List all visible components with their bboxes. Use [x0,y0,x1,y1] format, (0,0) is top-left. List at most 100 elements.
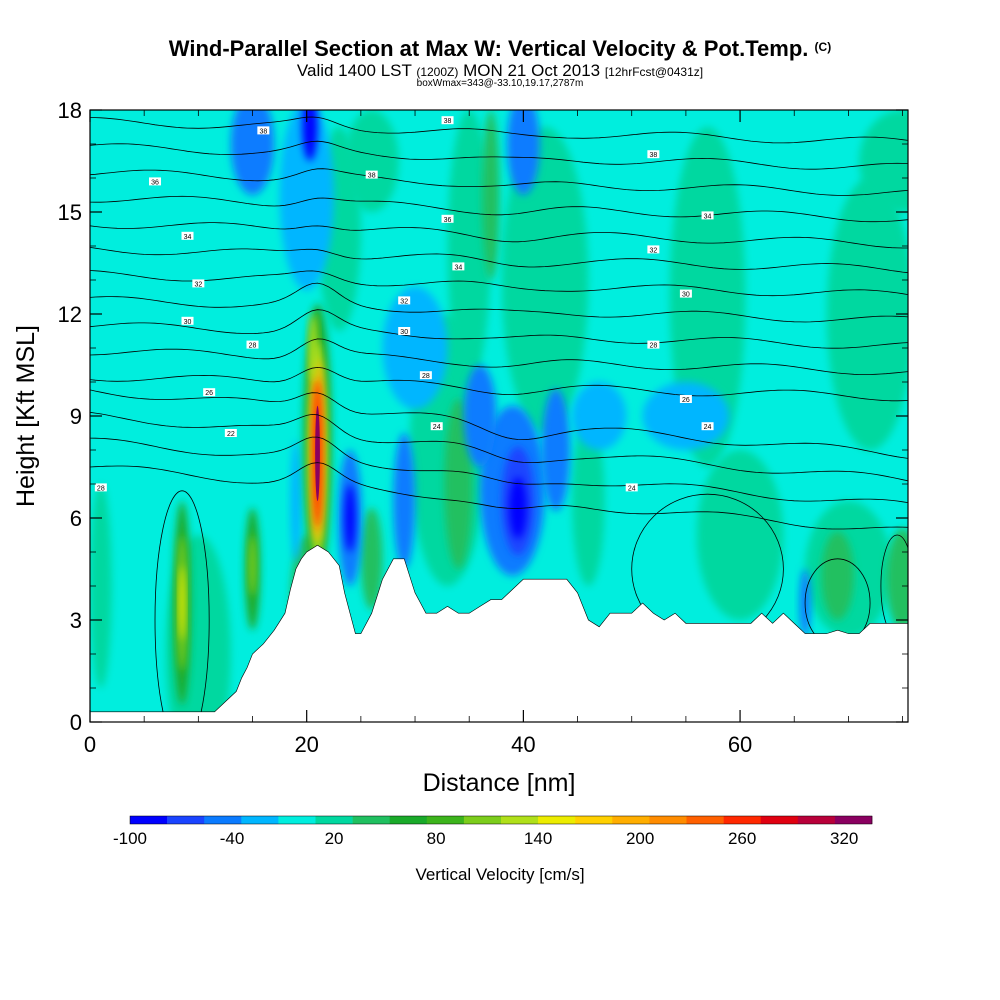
updraft-zone [859,110,908,212]
svg-text:34: 34 [184,234,192,241]
updraft-zone [886,528,908,631]
colorbar-swatch [426,816,465,824]
downdraft-zone [302,110,318,161]
isentrope-line [90,270,908,297]
updraft-zone [696,450,784,620]
svg-text:36: 36 [444,217,452,224]
svg-text:38: 38 [368,173,376,180]
y-tick-label: 9 [70,404,82,429]
isentrope-label: 36 [149,177,162,186]
colorbar-label: Vertical Velocity [cm/s] [415,865,584,884]
updraft-core [315,405,320,501]
isentrope-line [90,140,908,170]
svg-text:28: 28 [649,343,657,350]
svg-text:32: 32 [194,281,202,288]
isentrope-label: 30 [398,327,411,336]
colorbar-swatch [686,816,724,824]
svg-text:30: 30 [400,329,408,336]
downdraft-zone [572,382,627,450]
updraft-zone [482,110,500,280]
copyright-mark: (C) [814,40,832,54]
colorbar-swatch [167,816,205,824]
colorbar-tick-label: -100 [113,829,147,848]
isentrope-label: 34 [701,211,714,220]
isentrope-label: 28 [419,371,432,380]
valid-prefix: Valid 1400 LST [296,61,412,80]
isentrope-label: 24 [701,422,714,431]
downdraft-zone [393,433,416,569]
svg-text:24: 24 [628,485,636,492]
colorbar: -100 -40 20 80 140 200 260 320 [113,815,873,848]
isentrope-label: 28 [246,340,259,350]
updraft-core [308,314,318,382]
y-tick-label: 6 [70,506,82,531]
updraft-zone [90,484,112,688]
y-tick-label: 0 [70,710,82,735]
isentrope-label: 22 [224,429,237,438]
colorbar-swatch [278,816,316,824]
colorbar-swatch [352,816,390,824]
y-tick-label: 15 [58,200,82,225]
updraft-zone [447,110,491,382]
updraft-zone [826,178,908,450]
isentrope-line [90,222,908,249]
colorbar-tick-label: 140 [524,829,552,848]
svg-text:28: 28 [249,343,257,350]
isentrope-line [90,168,908,196]
isentrope-label: 28 [647,340,660,350]
isentrope-label: 32 [192,279,205,288]
updraft-zone [360,507,383,610]
colorbar-swatch [241,816,279,824]
isentrope-line [90,338,908,375]
colorbar-tick-label: 80 [427,829,446,848]
svg-text:32: 32 [400,298,408,305]
isentrope-line [90,195,908,223]
isentrope-label: 24 [430,422,443,431]
downdraft-zone [382,286,448,410]
isentrope-label: 38 [647,150,660,159]
isentrope-line [90,436,908,503]
colorbar-swatch [389,816,428,824]
svg-text:38: 38 [259,128,267,135]
colorbar-tick-label: 20 [325,829,344,848]
isentrope-label: 28 [94,483,107,492]
isentrope-label: 24 [625,483,638,492]
downdraft-zone [642,382,730,450]
isentrope-line [90,116,908,144]
isentrope-line [90,389,908,459]
downdraft-zone [344,484,356,552]
y-tick-label: 18 [58,98,82,123]
isentrope-label: 32 [398,296,411,305]
isentropes: 28 22 26 28 30 32 34 36 38 24 28 30 32 34 36 38 38 24 24 26… [90,116,908,722]
colorbar-swatch [612,816,650,824]
isentrope-label: 36 [441,214,454,224]
isentrope-line [90,282,908,323]
isentrope-label: 34 [452,262,465,271]
y-tick-label: 3 [70,608,82,633]
colorbar-swatch [760,816,799,824]
isentrope-line [90,366,908,402]
downdraft-zone [541,388,570,512]
svg-text:26: 26 [205,390,213,397]
valid-utc: (1200Z) [416,65,459,79]
forecast-info: [12hrFcst@0431z] [604,65,704,79]
isentrope-label: 26 [203,388,216,397]
chart-title: Wind-Parallel Section at Max W: Vertical… [168,36,832,61]
updraft-zone [501,127,589,433]
svg-text:38: 38 [649,152,657,159]
updraft-zone [821,531,854,620]
downdraft-zone [290,439,302,563]
valid-time-line: Valid 1400 LST (1200Z) MON 21 Oct 2013 [… [0,61,1000,81]
svg-text:24: 24 [433,424,441,431]
updraft-zone [444,399,473,569]
updraft-core [248,535,257,597]
updraft-zone [669,127,746,467]
svg-text:36: 36 [151,179,159,186]
x-axis-label: Distance [nm] [423,769,576,797]
isentrope-label: 26 [679,395,692,404]
svg-text:24: 24 [704,424,712,431]
colorbar-swatch [834,816,873,824]
x-tick-label: 60 [728,732,752,757]
